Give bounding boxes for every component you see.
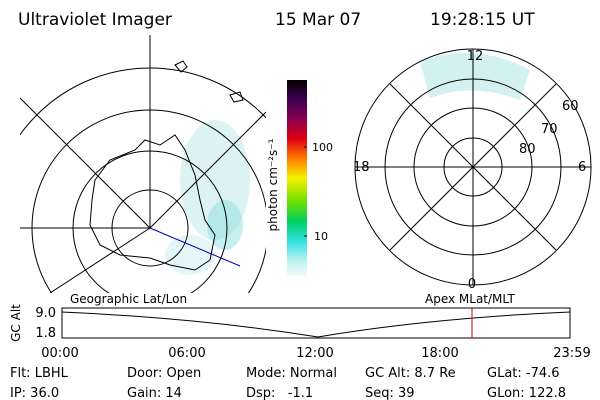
timeline-box <box>61 307 571 339</box>
status-field: GLat: -74.6 <box>487 366 560 381</box>
timeline-y-label: 1.8 <box>35 326 56 341</box>
geographic-map <box>20 35 266 293</box>
panel-label: Apex MLat/MLT <box>425 292 515 306</box>
time-label: 12:00 <box>296 346 333 361</box>
time-label: 23:59 <box>553 346 590 361</box>
status-field: Mode: Normal <box>246 366 337 381</box>
colorbar-label: photon cm⁻²s⁻¹ <box>266 138 280 231</box>
mlt-label: 6 <box>578 160 586 175</box>
time-label: 06:00 <box>168 346 205 361</box>
panel-label: Geographic Lat/Lon <box>70 292 187 306</box>
mlat-label: 60 <box>562 99 579 114</box>
time-label: 18:00 <box>421 346 458 361</box>
mlt-label: 0 <box>468 277 476 292</box>
instrument: Ultraviolet Imager <box>18 10 172 30</box>
colorbar-tick-label: 10 <box>314 230 328 243</box>
status-field: Flt: LBHL <box>10 366 69 381</box>
altitude-curve <box>61 311 571 338</box>
status-field: GC Alt: 8.7 Re <box>365 366 456 381</box>
time-label: 00:00 <box>41 346 78 361</box>
mlt-label: 18 <box>353 160 370 175</box>
timeline-axis-label: GC Alt <box>9 304 23 342</box>
date: 15 Mar 07 <box>275 10 361 30</box>
mlat-label: 70 <box>541 122 558 137</box>
status-field: Door: Open <box>127 366 201 381</box>
mlat-label: 80 <box>519 142 536 157</box>
status-field: Dsp: -1.1 <box>246 386 313 400</box>
time: 19:28:15 UT <box>430 10 535 30</box>
status-field: Seq: 39 <box>365 386 415 400</box>
timeline-y-label: 9.0 <box>35 306 56 321</box>
status-field: IP: 36.0 <box>10 386 59 400</box>
colorbar-tick-label: 100 <box>312 141 333 154</box>
footer: Flt: LBHL Door: Open Mode: Normal GC Alt: 8… <box>10 366 566 400</box>
status-field: Gain: 14 <box>127 386 182 400</box>
colorbar <box>287 80 307 276</box>
status-field: GLon: 122.8 <box>487 386 566 400</box>
mlt-label: 12 <box>467 49 484 64</box>
mlt-polar-plot <box>354 48 592 286</box>
